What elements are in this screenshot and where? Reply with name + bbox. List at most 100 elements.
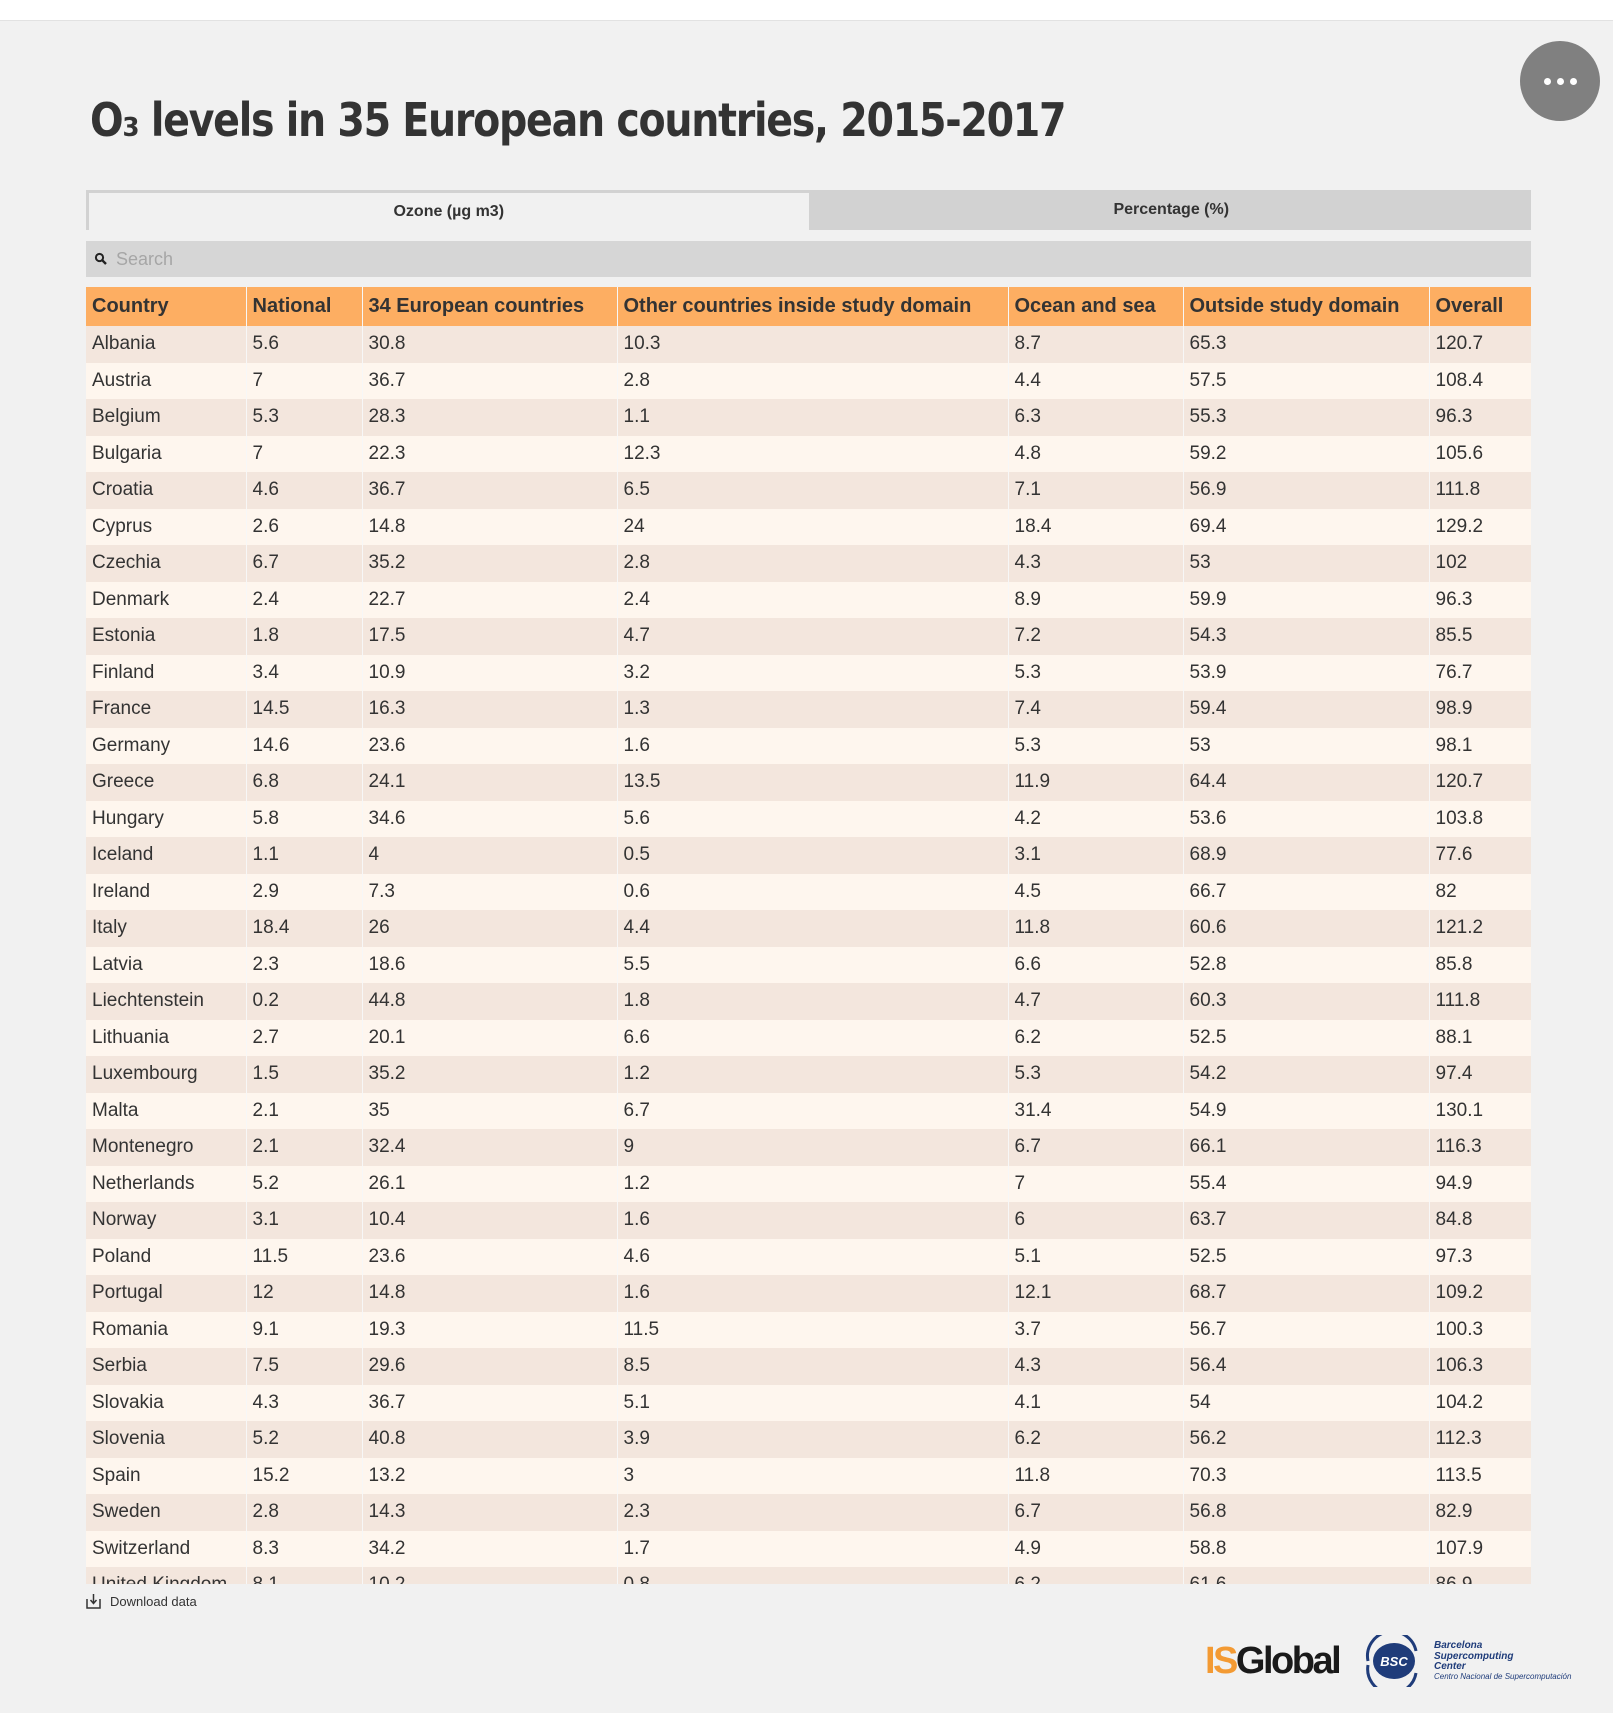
table-row: Malta 2.1 35 6.7 31.4 54.9 130.1 bbox=[86, 1092, 1531, 1129]
search-input[interactable] bbox=[114, 243, 1531, 275]
country-cell: Italy bbox=[86, 910, 247, 947]
value-cell: 9.1 bbox=[246, 1311, 363, 1348]
value-cell: 12 bbox=[246, 1275, 363, 1312]
value-cell: 11.8 bbox=[1008, 910, 1184, 947]
column-header[interactable]: Overall bbox=[1429, 287, 1531, 326]
table-row: Greece 6.8 24.1 13.5 11.9 64.4 120.7 bbox=[86, 764, 1531, 801]
table-row: Liechtenstein 0.2 44.8 1.8 4.7 60.3 111.8 bbox=[86, 983, 1531, 1020]
value-cell: 28.3 bbox=[362, 399, 618, 436]
value-cell: 19.3 bbox=[362, 1311, 618, 1348]
value-cell: 14.5 bbox=[246, 691, 363, 728]
value-cell: 2.1 bbox=[246, 1129, 363, 1166]
tab-percentage[interactable]: Percentage (%) bbox=[1113, 201, 1230, 218]
download-label: Download data bbox=[110, 1593, 197, 1609]
value-cell: 97.3 bbox=[1429, 1238, 1531, 1275]
value-cell: 3.9 bbox=[617, 1421, 1009, 1458]
value-cell: 56.4 bbox=[1183, 1348, 1430, 1385]
column-header[interactable]: Ocean and sea bbox=[1008, 287, 1184, 326]
country-cell: Estonia bbox=[86, 618, 247, 655]
table-row: Slovakia 4.3 36.7 5.1 4.1 54 104.2 bbox=[86, 1384, 1531, 1421]
value-cell: 85.5 bbox=[1429, 618, 1531, 655]
data-table-container[interactable]: Country National 34 European countries Othe… bbox=[86, 287, 1531, 1584]
value-cell: 53 bbox=[1183, 545, 1430, 582]
value-cell: 59.9 bbox=[1183, 581, 1430, 618]
value-cell: 12.1 bbox=[1008, 1275, 1184, 1312]
value-cell: 69.4 bbox=[1183, 508, 1430, 545]
value-cell: 107.9 bbox=[1429, 1530, 1531, 1567]
value-cell: 68.9 bbox=[1183, 837, 1430, 874]
value-cell: 121.2 bbox=[1429, 910, 1531, 947]
value-cell: 1.8 bbox=[617, 983, 1009, 1020]
chart-title: O₃ levels in 35 European countries, 2015… bbox=[90, 93, 1067, 147]
value-cell: 7 bbox=[1008, 1165, 1184, 1202]
value-cell: 68.7 bbox=[1183, 1275, 1430, 1312]
search-bar bbox=[86, 241, 1531, 277]
value-cell: 82.9 bbox=[1429, 1494, 1531, 1531]
column-header[interactable]: 34 European countries bbox=[362, 287, 618, 326]
value-cell: 8.3 bbox=[246, 1530, 363, 1567]
column-header[interactable]: Outside study domain bbox=[1183, 287, 1430, 326]
value-cell: 1.3 bbox=[617, 691, 1009, 728]
value-cell: 4.6 bbox=[617, 1238, 1009, 1275]
value-cell: 106.3 bbox=[1429, 1348, 1531, 1385]
value-cell: 5.5 bbox=[617, 946, 1009, 983]
country-cell: Latvia bbox=[86, 946, 247, 983]
value-cell: 11.9 bbox=[1008, 764, 1184, 801]
value-cell: 3.1 bbox=[246, 1202, 363, 1239]
value-cell: 2.8 bbox=[617, 545, 1009, 582]
value-cell: 14.8 bbox=[362, 1275, 618, 1312]
value-cell: 2.8 bbox=[617, 362, 1009, 399]
more-options-button[interactable] bbox=[1520, 41, 1600, 121]
value-cell: 4 bbox=[362, 837, 618, 874]
table-row: Italy 18.4 26 4.4 11.8 60.6 121.2 bbox=[86, 910, 1531, 947]
download-data-link[interactable]: Download data bbox=[86, 1593, 197, 1609]
value-cell: 2.7 bbox=[246, 1019, 363, 1056]
value-cell: 6.7 bbox=[1008, 1494, 1184, 1531]
value-cell: 2.6 bbox=[246, 508, 363, 545]
value-cell: 5.1 bbox=[1008, 1238, 1184, 1275]
value-cell: 3.7 bbox=[1008, 1311, 1184, 1348]
value-cell: 6.2 bbox=[1008, 1567, 1184, 1584]
value-cell: 116.3 bbox=[1429, 1129, 1531, 1166]
value-cell: 34.2 bbox=[362, 1530, 618, 1567]
value-cell: 108.4 bbox=[1429, 362, 1531, 399]
value-cell: 34.6 bbox=[362, 800, 618, 837]
tab-ozone[interactable]: Ozone (µg m3) bbox=[86, 190, 812, 230]
value-cell: 3 bbox=[617, 1457, 1009, 1494]
value-cell: 6.6 bbox=[1008, 946, 1184, 983]
value-cell: 4.7 bbox=[1008, 983, 1184, 1020]
value-cell: 35 bbox=[362, 1092, 618, 1129]
value-cell: 97.4 bbox=[1429, 1056, 1531, 1093]
value-cell: 4.4 bbox=[1008, 362, 1184, 399]
value-cell: 120.7 bbox=[1429, 764, 1531, 801]
value-cell: 8.5 bbox=[617, 1348, 1009, 1385]
value-cell: 18.4 bbox=[1008, 508, 1184, 545]
value-cell: 7 bbox=[246, 435, 363, 472]
value-cell: 6.7 bbox=[1008, 1129, 1184, 1166]
value-cell: 1.8 bbox=[246, 618, 363, 655]
value-cell: 3.4 bbox=[246, 654, 363, 691]
value-cell: 14.8 bbox=[362, 508, 618, 545]
value-cell: 13.5 bbox=[617, 764, 1009, 801]
column-header[interactable]: Country bbox=[86, 287, 247, 326]
bsc-logo: BSC Barcelona Supercomputing Center Cent… bbox=[1362, 1635, 1571, 1687]
column-header[interactable]: National bbox=[246, 287, 363, 326]
value-cell: 4.6 bbox=[246, 472, 363, 509]
value-cell: 3.2 bbox=[617, 654, 1009, 691]
value-cell: 120.7 bbox=[1429, 326, 1531, 363]
country-cell: Sweden bbox=[86, 1494, 247, 1531]
value-cell: 24 bbox=[617, 508, 1009, 545]
value-cell: 0.5 bbox=[617, 837, 1009, 874]
value-cell: 7.5 bbox=[246, 1348, 363, 1385]
table-row: Estonia 1.8 17.5 4.7 7.2 54.3 85.5 bbox=[86, 618, 1531, 655]
value-cell: 5.1 bbox=[617, 1384, 1009, 1421]
column-header[interactable]: Other countries inside study domain bbox=[617, 287, 1009, 326]
value-cell: 14.3 bbox=[362, 1494, 618, 1531]
value-cell: 26 bbox=[362, 910, 618, 947]
value-cell: 3.1 bbox=[1008, 837, 1184, 874]
table-row: Norway 3.1 10.4 1.6 6 63.7 84.8 bbox=[86, 1202, 1531, 1239]
country-cell: Montenegro bbox=[86, 1129, 247, 1166]
table-body: Albania 5.6 30.8 10.3 8.7 65.3 120.7 Austria 7 36… bbox=[86, 326, 1531, 1584]
value-cell: 8.9 bbox=[1008, 581, 1184, 618]
table-row: Iceland 1.1 4 0.5 3.1 68.9 77.6 bbox=[86, 837, 1531, 874]
